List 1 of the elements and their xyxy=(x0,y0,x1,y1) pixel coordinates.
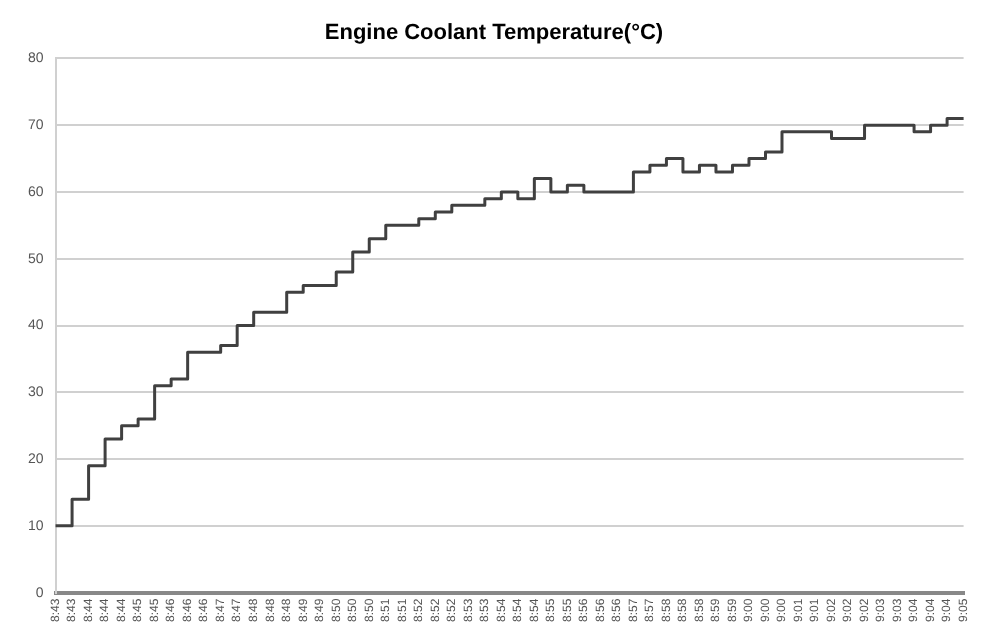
chart-title: Engine Coolant Temperature(°C) xyxy=(324,21,664,46)
